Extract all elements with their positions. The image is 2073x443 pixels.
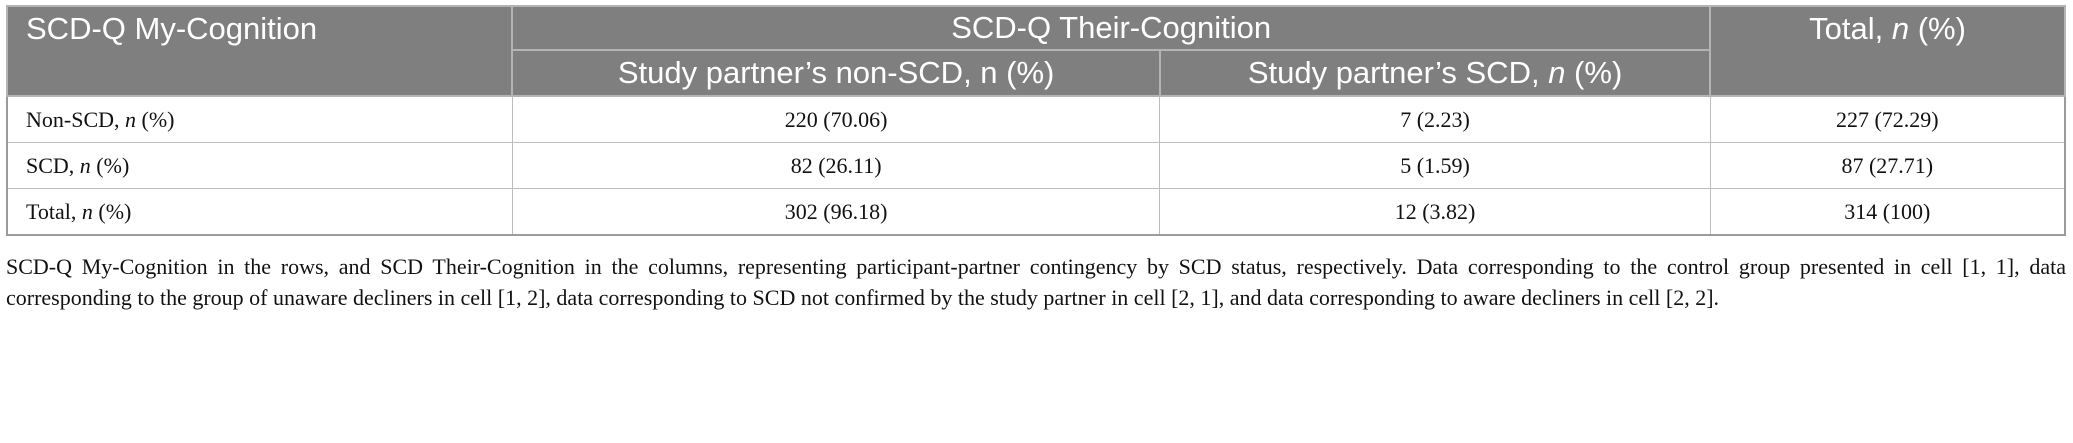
row-label-italic: n: [79, 152, 91, 178]
cell-partner-scd: 7 (2.23): [1159, 95, 1711, 143]
row-label: Non-SCD, n (%): [6, 95, 513, 143]
table-footnote: SCD-Q My-Cognition in the rows, and SCD …: [6, 254, 2066, 310]
header-total-suffix: (%): [1909, 11, 1966, 46]
row-label-suffix: (%): [92, 198, 132, 224]
row-label-italic: n: [81, 198, 93, 224]
row-label: SCD, n (%): [6, 142, 513, 189]
table-container: SCD-Q My-Cognition SCD-Q Their-Cognition…: [5, 5, 2066, 236]
row-label: Total, n (%): [6, 188, 513, 236]
header-partner-scd-suffix: (%): [1565, 55, 1623, 90]
cell-total: 314 (100): [1709, 188, 2066, 236]
header-my-cognition: SCD-Q My-Cognition: [5, 5, 514, 97]
cell-partner-non-scd: 220 (70.06): [511, 95, 1161, 143]
table-row: Non-SCD, n (%) 220 (70.06) 7 (2.23) 227 …: [6, 95, 2066, 143]
row-label-prefix: SCD,: [26, 152, 80, 178]
cell-partner-non-scd: 82 (26.11): [511, 142, 1161, 189]
row-label-suffix: (%): [90, 152, 130, 178]
cell-total: 227 (72.29): [1709, 95, 2066, 143]
cell-partner-non-scd: 302 (96.18): [511, 188, 1161, 236]
row-label-prefix: Non-SCD,: [26, 106, 126, 132]
cell-total: 87 (27.71): [1709, 142, 2066, 189]
table-row: Total, n (%) 302 (96.18) 12 (3.82) 314 (…: [6, 188, 2066, 236]
header-total-prefix: Total,: [1809, 11, 1892, 46]
row-label-italic: n: [125, 106, 137, 132]
header-total: Total, n (%): [1709, 5, 2066, 97]
header-their-cognition: SCD-Q Their-Cognition: [511, 5, 1712, 51]
table-row: SCD, n (%) 82 (26.11) 5 (1.59) 87 (27.71…: [6, 142, 2066, 189]
header-total-italic: n: [1891, 11, 1910, 46]
row-label-prefix: Total,: [26, 198, 82, 224]
header-partner-scd-prefix: Study partner’s SCD,: [1247, 55, 1549, 90]
cell-partner-scd: 5 (1.59): [1159, 142, 1711, 189]
cell-partner-scd: 12 (3.82): [1159, 188, 1711, 236]
header-partner-non-scd: Study partner’s non-SCD, n (%): [511, 49, 1161, 97]
header-partner-scd-italic: n: [1548, 55, 1566, 90]
header-partner-scd: Study partner’s SCD, n (%): [1158, 49, 1712, 97]
row-label-suffix: (%): [136, 106, 175, 132]
contingency-table: SCD-Q My-Cognition SCD-Q Their-Cognition…: [5, 5, 2066, 236]
